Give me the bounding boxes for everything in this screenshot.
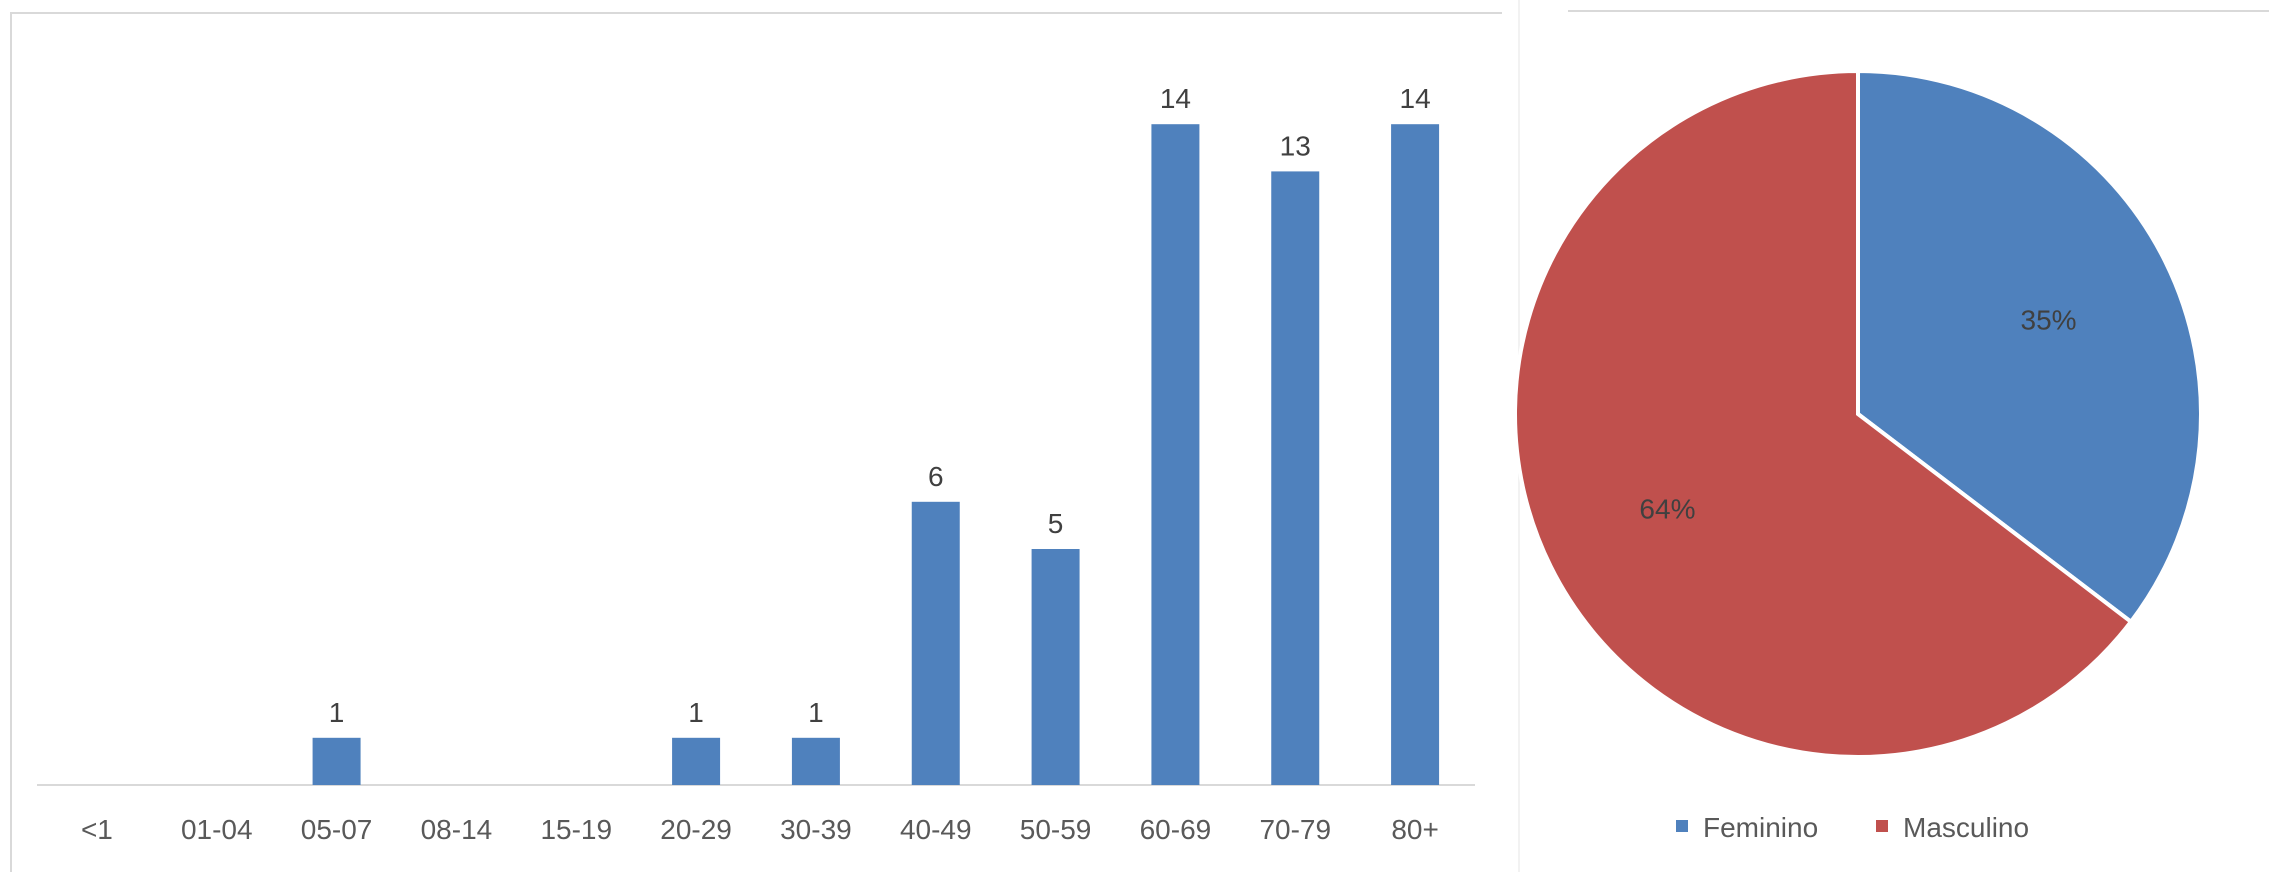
tick-label-15-19: 15-19	[540, 814, 612, 845]
bar-80plus	[1391, 124, 1440, 785]
data-label-40-49: 6	[928, 461, 944, 492]
bar-30-39	[791, 737, 840, 785]
bar-40-49	[911, 501, 960, 785]
tick-label-20-29: 20-29	[660, 814, 732, 845]
bar-60-69	[1151, 124, 1200, 785]
data-label-50-59: 5	[1048, 508, 1064, 539]
bar-20-29	[672, 737, 721, 785]
pie-chart: 35% 64%	[1513, 68, 2203, 759]
pie-slice-feminino	[1856, 68, 2203, 625]
legend-swatch-masculino	[1876, 820, 1888, 832]
tick-label-01-04: 01-04	[181, 814, 253, 845]
pie-label-masculino: 64%	[1639, 493, 1695, 524]
bar-chart: <1 01-04 1 05-07 08-14 15-19 1 20-29 1 30-39 6 40-4…	[37, 83, 1475, 845]
pie-slice-masculino	[1513, 68, 2134, 759]
data-label-70-79: 13	[1280, 130, 1311, 161]
pie-chart-panel	[1568, 10, 2269, 872]
data-label-60-69: 14	[1160, 83, 1191, 114]
tick-label-05-07: 05-07	[301, 814, 373, 845]
pie-label-feminino: 35%	[2021, 305, 2077, 336]
legend-swatch-feminino	[1676, 820, 1688, 832]
data-label-30-39: 1	[808, 697, 824, 728]
legend-label-masculino: Masculino	[1903, 812, 2029, 843]
tick-label-50-59: 50-59	[1020, 814, 1092, 845]
bar-chart-panel	[10, 12, 1502, 872]
data-label-80plus: 14	[1400, 83, 1431, 114]
tick-label-80plus: 80+	[1391, 814, 1439, 845]
tick-label-08-14: 08-14	[421, 814, 493, 845]
tick-label-40-49: 40-49	[900, 814, 972, 845]
data-label-20-29: 1	[688, 697, 704, 728]
bar-05-07	[312, 737, 361, 785]
legend-label-feminino: Feminino	[1703, 812, 1818, 843]
bar-50-59	[1031, 549, 1080, 785]
tick-label-70-79: 70-79	[1259, 814, 1331, 845]
tick-label-30-39: 30-39	[780, 814, 852, 845]
pie-legend: Feminino Masculino	[1676, 812, 2029, 843]
tick-label-lt1: <1	[81, 814, 113, 845]
bar-70-79	[1271, 171, 1320, 785]
tick-label-60-69: 60-69	[1140, 814, 1212, 845]
data-label-05-07: 1	[329, 697, 345, 728]
